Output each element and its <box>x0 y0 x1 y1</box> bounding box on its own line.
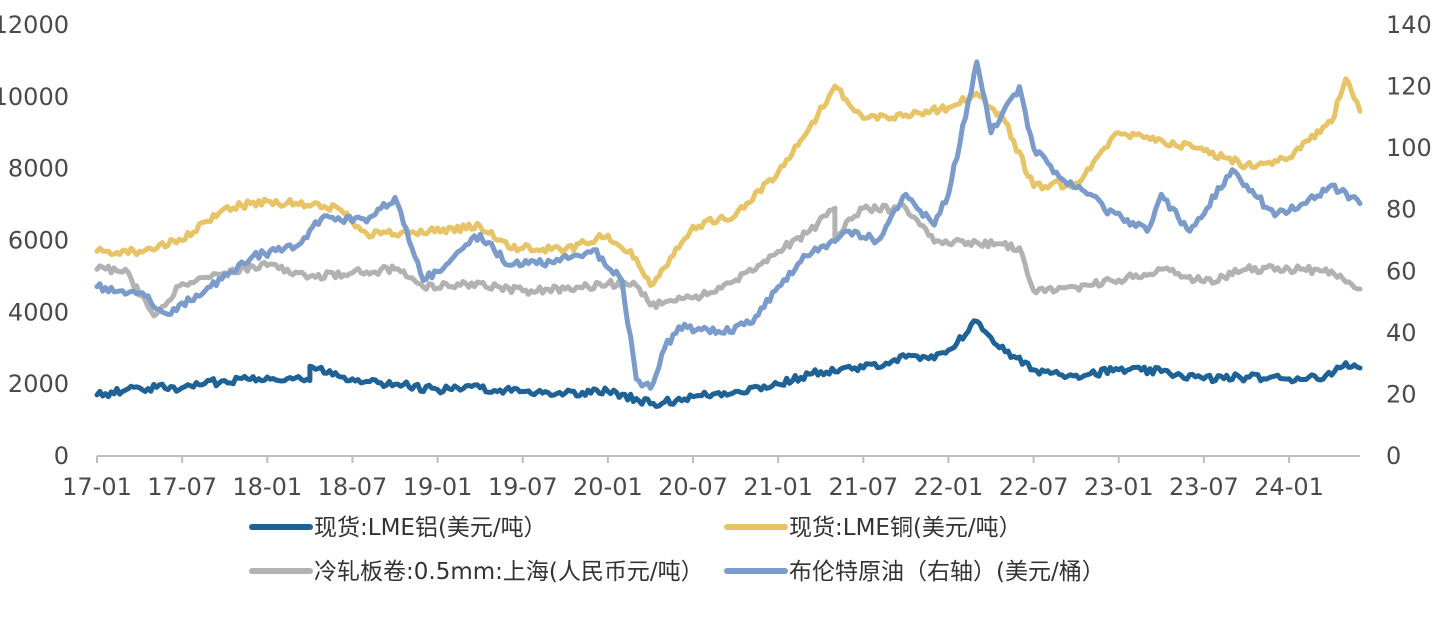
x-tick-label: 19-07 <box>488 473 558 501</box>
left-axis-ticks: 0 2000 4000 6000 8000 10000 12000 <box>0 11 69 470</box>
y-left-tick-label: 10000 <box>0 83 69 111</box>
y-left-tick-label: 4000 <box>8 298 69 326</box>
x-tick-label: 19-01 <box>403 473 473 501</box>
x-tick-label: 24-01 <box>1254 473 1324 501</box>
x-tick-label: 22-07 <box>999 473 1069 501</box>
y-left-tick-label: 8000 <box>8 155 69 183</box>
x-tick-label: 21-01 <box>743 473 813 501</box>
x-tick-label: 23-07 <box>1169 473 1239 501</box>
x-tick-label: 18-01 <box>232 473 302 501</box>
x-tick-label: 18-07 <box>318 473 388 501</box>
y-right-tick-label: 140 <box>1386 11 1432 39</box>
series-line-0 <box>94 318 1363 409</box>
y-left-tick-label: 6000 <box>8 227 69 255</box>
legend: 现货:LME铝(美元/吨） 现货:LME铜(美元/吨） 冷轧板卷:0.5mm:上海(… <box>249 515 1105 585</box>
legend-label: 布伦特原油（右轴）(美元/桶） <box>789 559 1105 585</box>
series-line-2 <box>94 201 1363 319</box>
y-right-tick-label: 100 <box>1386 134 1432 162</box>
x-tick-label: 23-01 <box>1084 473 1154 501</box>
legend-label: 现货:LME铝(美元/吨） <box>314 515 547 541</box>
legend-label: 冷轧板卷:0.5mm:上海(人民币元/吨） <box>314 559 704 585</box>
x-tick-label: 20-07 <box>658 473 728 501</box>
series-line-3 <box>94 59 1363 391</box>
x-tick-label: 17-07 <box>147 473 217 501</box>
series-line-1 <box>94 76 1363 288</box>
y-left-tick-label: 0 <box>54 442 69 470</box>
x-tick-label: 20-01 <box>573 473 643 501</box>
x-tick-label: 21-07 <box>828 473 898 501</box>
y-right-tick-label: 120 <box>1386 73 1432 101</box>
x-axis-ticks: 17-01 17-07 18-01 18-07 19-01 19-07 20-01 20-07… <box>62 456 1324 501</box>
y-right-tick-label: 20 <box>1386 380 1417 408</box>
y-left-tick-label: 2000 <box>8 370 69 398</box>
y-right-tick-label: 80 <box>1386 196 1417 224</box>
series-lines <box>94 59 1363 409</box>
x-tick-label: 17-01 <box>62 473 132 501</box>
legend-label: 现货:LME铜(美元/吨） <box>789 515 1022 541</box>
y-right-tick-label: 40 <box>1386 319 1417 347</box>
right-axis-ticks: 0 20 40 60 80 100 120 140 <box>1386 11 1432 470</box>
x-tick-label: 22-01 <box>914 473 984 501</box>
y-right-tick-label: 60 <box>1386 257 1417 285</box>
y-right-tick-label: 0 <box>1386 442 1401 470</box>
y-left-tick-label: 12000 <box>0 11 69 39</box>
